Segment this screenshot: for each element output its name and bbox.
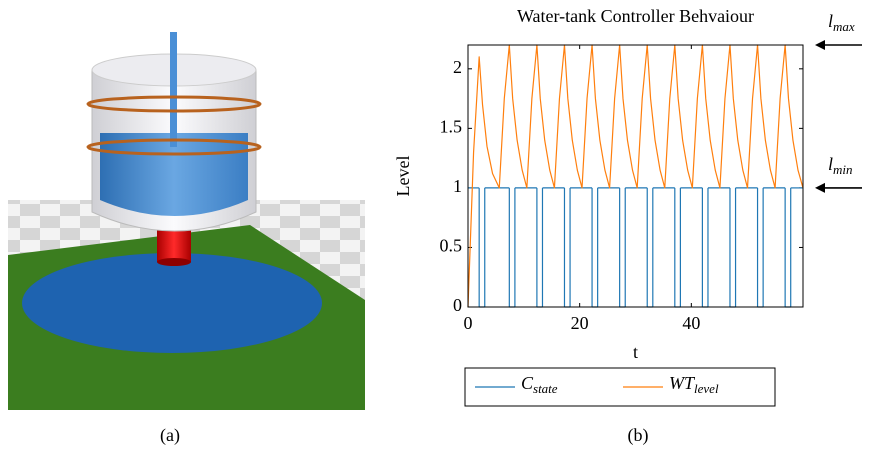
y-tick-label: 1 [453,176,462,196]
annotation-label: lmin [828,154,853,177]
y-tick-label: 0 [453,295,462,315]
render-3d [8,32,365,410]
legend-label: Cstate [521,373,558,396]
chart-title: Water-tank Controller Behvaiour [517,6,754,26]
y-axis-label: Level [393,156,413,197]
x-tick-label: 40 [682,313,700,333]
y-tick-label: 0.5 [440,236,463,256]
annotation-label: lmax [828,11,855,34]
x-axis-label: t [633,342,638,362]
x-tick-label: 0 [464,313,473,333]
legend-label: WTlevel [669,373,719,396]
y-tick-label: 1.5 [440,116,463,136]
line [467,44,804,308]
arrow-head [815,40,825,50]
caption: (a) [160,425,180,446]
x-tick-label: 20 [571,313,589,333]
caption: (b) [628,425,649,446]
arrow-head [815,182,825,193]
y-tick-label: 2 [453,57,462,77]
plot-frame [467,44,804,308]
legend-box [464,367,776,407]
